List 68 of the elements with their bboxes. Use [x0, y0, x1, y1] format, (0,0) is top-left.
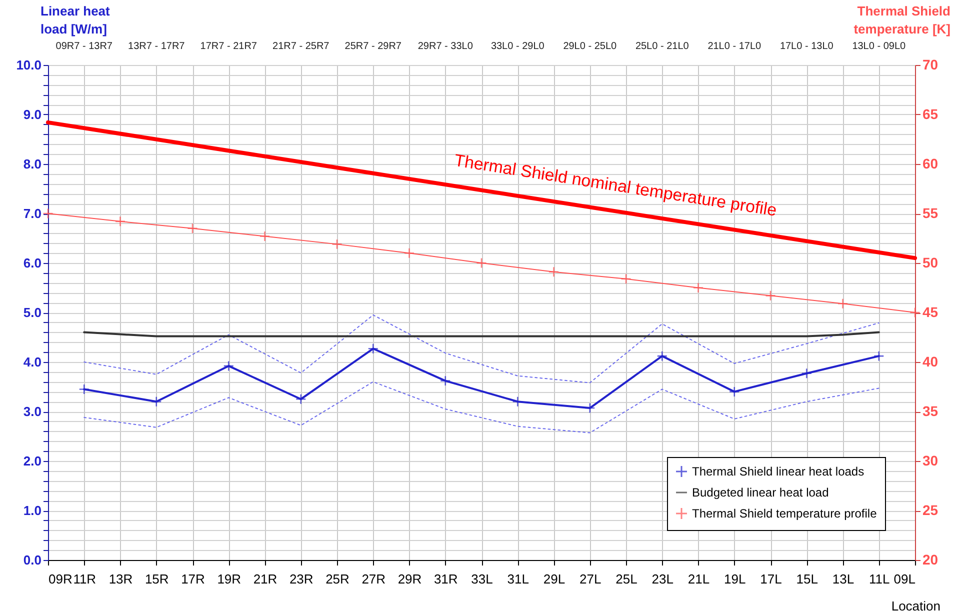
y2-tick-label: 35 [922, 403, 938, 419]
x-tick-label: 31R [434, 572, 458, 586]
x-tick-label: 19R [217, 572, 242, 586]
x-tick-label: 15L [796, 572, 818, 586]
x-tick-label: 25L [616, 572, 638, 586]
x-tick-label: 23R [289, 572, 314, 586]
y2-tick-label: 25 [922, 502, 938, 518]
x-tick-label: 13L [832, 572, 854, 586]
y-axis-title: Linear heat load [W/m] [40, 4, 111, 36]
text: 09R7 - 13R7 [56, 41, 113, 52]
y2-tick-label: 70 [922, 56, 938, 72]
text: 13R7 - 17R7 [128, 41, 186, 52]
x-axis-title: Location [891, 598, 940, 614]
y2-tick-label: 30 [922, 452, 938, 468]
x-tick-label: 21R [253, 572, 278, 586]
y2-tick-label: 55 [922, 205, 938, 221]
line-series [84, 314, 880, 384]
y-tick-label: 6.0 [23, 256, 42, 270]
text: 29R7 - 33L0 [418, 41, 474, 52]
y-tick-label: 10.0 [16, 58, 42, 72]
x-tick-label: 23L [652, 572, 674, 586]
x-tick-label: 15R [144, 572, 169, 586]
x-tick-label: 17R [181, 572, 205, 586]
text: 29L0 - 25L0 [563, 41, 617, 52]
y-tick-label: 8.0 [23, 156, 42, 172]
legend-label: Thermal Shield temperature profile [692, 506, 878, 520]
x-tick-label: 27R [362, 572, 386, 586]
legend-label: Thermal Shield linear heat loads [692, 464, 864, 478]
x-tick-label: 19L [724, 572, 746, 586]
line-series [84, 381, 880, 434]
y2-tick-label: 45 [922, 304, 938, 320]
x-tick-label: 13R [108, 572, 133, 586]
text: 33L0 - 29L0 [490, 41, 545, 52]
x-tick-label: 09R [48, 572, 72, 586]
x-tick-label: 17L [760, 572, 782, 586]
x-tick-label: 11L [869, 572, 890, 586]
y-tick-label: 5.0 [23, 305, 42, 320]
x-tick-label: 25R [326, 572, 350, 586]
text: 21R7 - 25R7 [272, 41, 330, 52]
text: 25R7 - 29R7 [344, 41, 402, 52]
y-tick-label: 1.0 [23, 503, 42, 518]
x-tick-label: 21L [688, 572, 710, 586]
y-tick-label: 2.0 [23, 454, 42, 468]
y2-tick-label: 60 [922, 156, 938, 172]
x-tick-label: 31L [507, 572, 529, 586]
y2-axis-title: Thermal Shield temperature [K] [854, 4, 951, 36]
x-tick-label: 27L [580, 572, 602, 586]
y2-tick-label: 50 [922, 254, 938, 270]
legend-label: Budgeted linear heat load [692, 486, 829, 500]
text: 21L0 - 17L0 [708, 41, 762, 52]
x-tick-label: 29R [398, 572, 422, 586]
y2-tick-label: 20 [922, 552, 938, 568]
y-tick-label: 7.0 [23, 206, 42, 221]
x-tick-label: 29L [543, 572, 566, 586]
annotation: Thermal Shield nominal temperature profile [452, 150, 778, 220]
y-tick-label: 0.0 [23, 552, 42, 568]
text: 25L0 - 21L0 [635, 41, 690, 52]
x-tick-label: 33L [471, 572, 493, 586]
x-tick-label: 11R [73, 572, 96, 586]
y-tick-label: 4.0 [23, 354, 42, 370]
y2-tick-label: 65 [922, 106, 938, 122]
text: 13L0 - 09L0 [852, 41, 906, 52]
x-tick-label: 09L [894, 572, 916, 586]
y-tick-label: 9.0 [23, 107, 42, 122]
text: 17R7 - 21R7 [200, 41, 258, 52]
y-tick-label: 3.0 [23, 404, 42, 419]
text: 17L0 - 13L0 [780, 41, 834, 52]
y2-tick-label: 40 [922, 354, 938, 370]
